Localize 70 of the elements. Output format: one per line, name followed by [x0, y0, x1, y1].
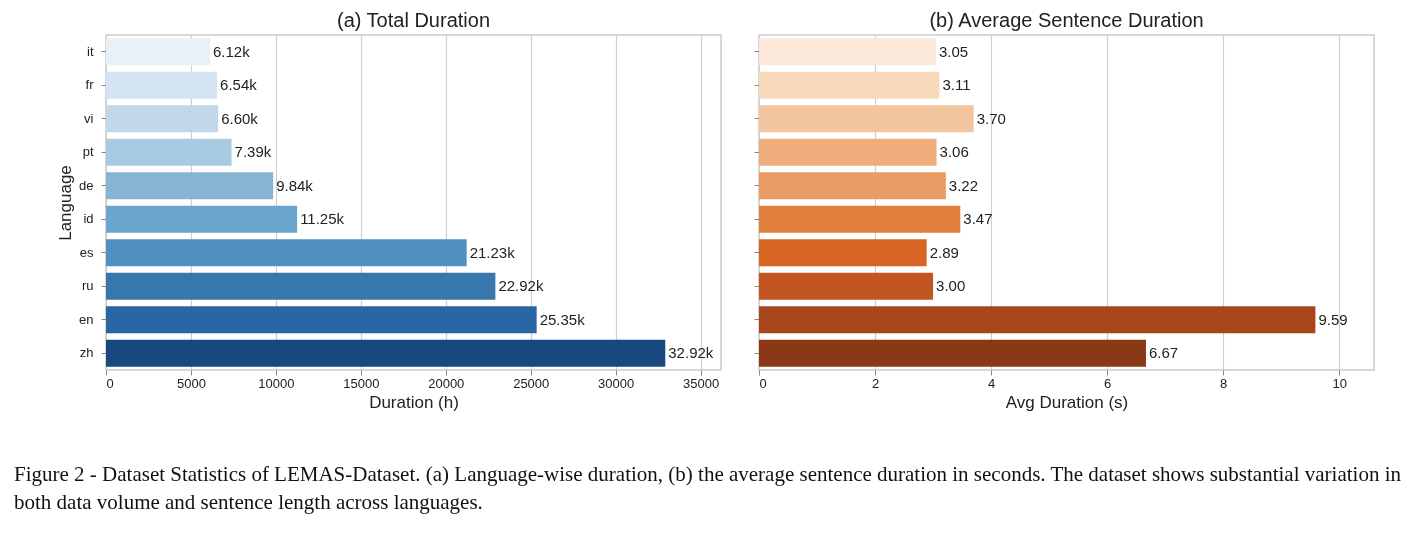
bar [759, 272, 934, 300]
bar [106, 138, 232, 166]
data-label: 11.25k [300, 210, 345, 228]
x-tick-label: 30000 [598, 375, 635, 391]
bar [106, 306, 537, 334]
x-tick-label: 6 [1104, 375, 1112, 391]
bar [759, 172, 946, 200]
y-tick-label: id [83, 211, 94, 227]
bar [759, 138, 937, 166]
y-tick-label: vi [84, 110, 94, 126]
bar [106, 38, 210, 66]
bar [106, 71, 218, 99]
data-label: 6.60k [221, 109, 259, 127]
bar [106, 205, 298, 233]
y-tick-label: es [79, 244, 94, 260]
data-label: 6.12k [212, 42, 251, 60]
data-label: 6.67 [1148, 344, 1179, 362]
data-label: 3.05 [938, 42, 969, 60]
data-label: 3.47 [963, 210, 993, 228]
x-tick-label: 2 [871, 375, 880, 391]
x-tick-label: 35000 [683, 375, 720, 391]
bar [759, 71, 940, 99]
x-axis-title: Avg Duration (s) [1005, 392, 1129, 412]
x-axis-title: Duration (h) [369, 392, 459, 412]
data-label: 9.59 [1318, 310, 1348, 328]
y-axis-title: Language [56, 165, 76, 241]
data-label: 3.22 [948, 176, 979, 194]
bar [106, 105, 219, 133]
y-tick-label: zh [79, 345, 94, 361]
bar [759, 205, 961, 233]
data-label: 21.23k [469, 243, 516, 261]
bar [106, 172, 274, 200]
data-label: 3.06 [939, 143, 969, 161]
x-tick-label: 25000 [513, 375, 550, 391]
bar [759, 38, 936, 66]
data-label: 9.84k [276, 176, 314, 194]
data-label: 25.35k [539, 310, 586, 328]
x-tick-label: 15000 [343, 375, 380, 391]
y-tick-label: en [79, 311, 94, 327]
x-tick-label: 0 [759, 375, 767, 391]
chart-title: (b) Average Sentence Duration [929, 9, 1204, 31]
y-tick-label: pt [82, 144, 94, 160]
bar [106, 239, 467, 267]
y-tick-label: fr [85, 77, 95, 93]
bar [106, 339, 666, 367]
data-label: 7.39k [234, 143, 272, 161]
x-tick-label: 4 [987, 375, 996, 391]
data-label: 3.00 [936, 277, 966, 295]
x-tick-label: 20000 [428, 375, 465, 391]
x-tick-label: 10000 [258, 375, 295, 391]
caption: Figure 2 - Dataset Statistics of LEMAS-Dataset. (a) Language-wise duration, (b) the average sentence duration in seconds. The dataset shows substantial variation in both data volume and sentence length across languages. [14, 461, 1402, 516]
data-label: 2.89 [929, 243, 959, 261]
x-tick-label: 5000 [176, 375, 206, 391]
y-tick-label: ru [81, 278, 94, 294]
y-tick-label: it [87, 43, 94, 59]
y-tick-label: de [79, 177, 94, 193]
bar [106, 272, 496, 300]
x-tick-label: 8 [1220, 375, 1228, 391]
x-tick-label: 0 [106, 375, 114, 391]
data-label: 32.92k [668, 344, 714, 362]
bar [759, 339, 1146, 367]
x-tick-label: 10 [1332, 375, 1347, 391]
bar [759, 306, 1316, 334]
data-label: 6.54k [220, 76, 258, 94]
data-label: 22.92k [498, 277, 544, 295]
data-label: 3.11 [942, 76, 971, 94]
bar [759, 239, 927, 267]
chart-title: (a) Total Duration [336, 9, 491, 31]
bar [759, 105, 974, 133]
data-label: 3.70 [976, 109, 1006, 127]
